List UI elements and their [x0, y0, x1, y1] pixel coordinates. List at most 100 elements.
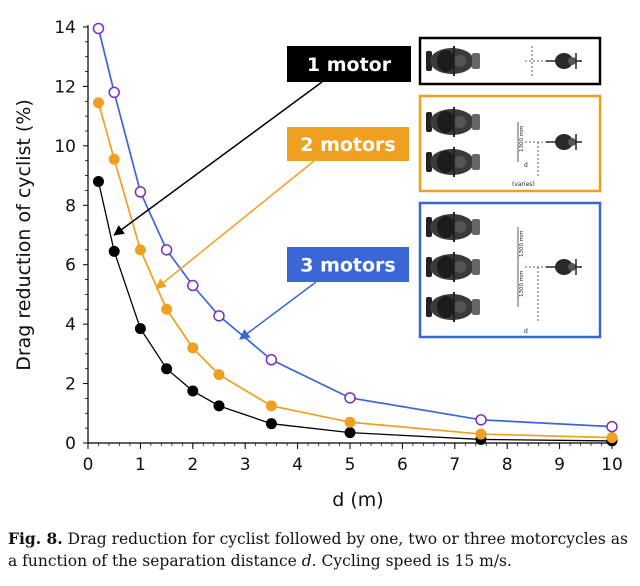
moto-rider — [437, 216, 455, 238]
cyclist-head — [568, 263, 576, 271]
moto-front — [472, 114, 480, 130]
data-point-series-3 — [187, 279, 199, 292]
data-point-series-1 — [92, 176, 104, 188]
inset-label: (varies) — [512, 181, 535, 188]
moto-wheel — [426, 217, 432, 237]
moto-rider — [437, 296, 455, 318]
annotation-box-1 — [287, 46, 411, 82]
moto-wheel — [426, 51, 432, 71]
annotation-box-2 — [287, 127, 409, 161]
moto-helmet — [454, 116, 466, 128]
x-tick-label: 6 — [397, 455, 408, 475]
y-axis-title: Drag reduction of cyclist (%) — [13, 99, 35, 371]
cyclist-body — [555, 134, 573, 150]
inset-label: d — [524, 162, 528, 169]
data-point-series-3 — [92, 22, 105, 35]
annotation-box-3 — [287, 247, 409, 282]
inset-diagram-1 — [418, 36, 602, 86]
moto-helmet — [454, 156, 466, 168]
moto-wheel — [426, 152, 432, 172]
inset-diagram-2: 1300 mm d (varies) — [418, 94, 602, 193]
moto-rider — [437, 50, 455, 72]
moto-wheel — [426, 257, 432, 277]
data-point-series-1 — [344, 427, 356, 439]
y-tick-label: 0 — [65, 434, 76, 454]
cyclist-body — [555, 259, 573, 275]
inset-label: 1300 mm — [519, 271, 525, 297]
series-line-2 — [97, 102, 613, 439]
data-point-series-2 — [344, 416, 356, 428]
data-point-series-3 — [265, 354, 278, 366]
moto-rider — [437, 256, 455, 278]
annotation-arrow-1 — [113, 81, 323, 236]
figure-caption: Fig. 8. Drag reduction for cyclist follo… — [8, 528, 632, 572]
x-tick-label: 0 — [83, 455, 94, 475]
data-point-series-1 — [108, 245, 120, 257]
x-tick-label: 1 — [135, 455, 146, 475]
y-tick-label: 4 — [65, 315, 76, 335]
annotation-arrow-2 — [155, 160, 315, 290]
data-point-series-2 — [134, 244, 146, 256]
moto-helmet — [454, 55, 466, 67]
x-tick-label: 4 — [292, 455, 303, 475]
inset-diagram-3: 1300 mm 1300 mm d — [418, 201, 602, 339]
data-point-series-2 — [475, 428, 487, 440]
series-line-1 — [97, 181, 613, 442]
data-point-series-2 — [92, 97, 104, 109]
moto-rider — [437, 151, 455, 173]
moto-rider — [437, 111, 455, 133]
inset-label: 1300 mm — [519, 231, 525, 257]
data-point-series-2 — [108, 153, 120, 165]
data-point-series-1 — [187, 385, 199, 397]
moto-front — [472, 154, 480, 170]
data-point-series-3 — [134, 186, 147, 198]
data-point-series-2 — [161, 303, 173, 315]
data-point-series-2 — [213, 369, 225, 381]
annotation-label-3: 3 motors — [300, 255, 396, 277]
y-tick-label: 12 — [54, 77, 76, 97]
data-point-series-2 — [606, 432, 618, 444]
data-point-series-1 — [161, 363, 173, 375]
data-point-series-3 — [475, 414, 487, 426]
annotation-label-2: 2 motors — [300, 134, 396, 156]
moto-helmet — [454, 301, 466, 313]
x-axis-title: d (m) — [332, 489, 383, 511]
data-point-series-1 — [213, 400, 225, 412]
data-point-series-3 — [160, 244, 173, 256]
cyclist-body — [555, 53, 573, 69]
moto-helmet — [454, 261, 466, 273]
x-tick-label: 5 — [345, 455, 356, 475]
y-tick-label: 6 — [65, 256, 76, 276]
data-point-series-3 — [606, 420, 618, 433]
data-point-series-1 — [134, 323, 146, 335]
cyclist-head — [568, 57, 576, 65]
y-tick-label: 8 — [65, 196, 76, 216]
x-tick-label: 9 — [554, 455, 565, 475]
data-point-series-1 — [265, 418, 277, 430]
caption-label: Fig. 8. — [8, 529, 63, 548]
caption-italic-d: d — [301, 552, 312, 570]
caption-text-2: . Cycling speed is 15 m/s. — [311, 552, 512, 570]
series-line-3 — [97, 28, 613, 428]
cyclist-head — [568, 138, 576, 146]
moto-front — [472, 299, 480, 315]
x-tick-label: 10 — [601, 455, 623, 475]
caption-text-1: Drag reduction for cyclist followed by o… — [8, 530, 628, 570]
data-point-series-3 — [344, 392, 356, 404]
annotation-label-1: 1 motor — [307, 54, 392, 76]
moto-front — [472, 219, 480, 235]
annotation-arrow-3 — [239, 281, 317, 340]
moto-front — [472, 53, 480, 69]
moto-wheel — [426, 112, 432, 132]
x-tick-label: 2 — [187, 455, 198, 475]
moto-front — [472, 259, 480, 275]
moto-helmet — [454, 221, 466, 233]
moto-wheel — [426, 297, 432, 317]
x-tick-label: 8 — [502, 455, 513, 475]
y-tick-label: 2 — [65, 375, 76, 395]
inset-label: d — [524, 328, 528, 335]
data-point-series-2 — [187, 342, 199, 354]
x-tick-label: 3 — [240, 455, 251, 475]
y-tick-label: 10 — [54, 137, 76, 157]
